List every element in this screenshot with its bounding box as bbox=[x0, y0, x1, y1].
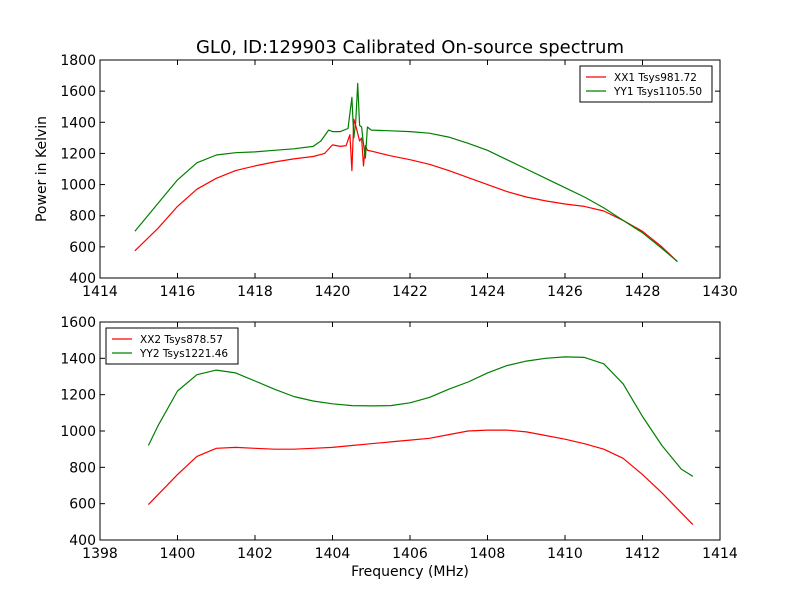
legend-box bbox=[579, 65, 713, 103]
x-tick-label: 1426 bbox=[547, 284, 583, 300]
x-tick-label: 1414 bbox=[702, 546, 738, 562]
bottom-subplot: 1398 1400 1402 1404 1406 1408 1410 1412 1414 400 6… bbox=[60, 315, 738, 562]
y-tick-label: 1200 bbox=[60, 388, 96, 404]
x-tick-label: 1418 bbox=[237, 284, 273, 300]
y-tick-label: 1600 bbox=[60, 84, 96, 100]
legend: XX2 Tsys878.57 YY2 Tsys1221.46 bbox=[105, 327, 239, 365]
y-tick-label: 1000 bbox=[60, 424, 96, 440]
series-line-1 bbox=[147, 356, 694, 477]
x-tick-label: 1408 bbox=[470, 546, 506, 562]
x-tick-label: 1428 bbox=[625, 284, 661, 300]
x-tick-label: 1416 bbox=[160, 284, 196, 300]
legend-label: XX2 Tsys878.57 bbox=[140, 334, 223, 346]
x-tick-label: 1404 bbox=[315, 546, 351, 562]
legend: XX1 Tsys981.72 YY1 Tsys1105.50 bbox=[579, 65, 713, 103]
legend-label: YY2 Tsys1221.46 bbox=[139, 348, 228, 360]
y-tick-label: 1400 bbox=[60, 115, 96, 131]
bottom-x-axis-label: Frequency (MHz) bbox=[351, 564, 469, 580]
x-tick-label: 1400 bbox=[160, 546, 196, 562]
legend-label: YY1 Tsys1105.50 bbox=[613, 86, 702, 98]
series-line-0 bbox=[147, 429, 694, 526]
x-tick-label: 1410 bbox=[547, 546, 583, 562]
top-subplot: 1414 1416 1418 1420 1422 1424 1426 1428 1430 400 6… bbox=[60, 53, 737, 300]
y-tick-label: 1800 bbox=[60, 53, 96, 69]
x-tick-label: 1406 bbox=[392, 546, 428, 562]
x-tick-label: 1422 bbox=[392, 284, 428, 300]
x-tick-label: 1412 bbox=[625, 546, 661, 562]
y-tick-label: 400 bbox=[69, 533, 96, 549]
y-tick-label: 1400 bbox=[60, 351, 96, 367]
x-tick-label: 1430 bbox=[702, 284, 738, 300]
y-tick-label: 1600 bbox=[60, 315, 96, 331]
x-tick-label: 1402 bbox=[237, 546, 273, 562]
x-tick-label: 1398 bbox=[82, 546, 118, 562]
y-tick-label: 400 bbox=[69, 271, 96, 287]
x-tick-label: 1414 bbox=[82, 284, 118, 300]
legend-label: XX1 Tsys981.72 bbox=[614, 72, 697, 84]
x-tick-label: 1424 bbox=[470, 284, 506, 300]
x-tick-label: 1420 bbox=[315, 284, 351, 300]
top-y-axis-label: Power in Kelvin bbox=[34, 116, 50, 222]
y-tick-label: 1000 bbox=[60, 178, 96, 194]
legend-box bbox=[105, 327, 239, 365]
y-tick-label: 800 bbox=[69, 460, 96, 476]
y-tick-label: 600 bbox=[69, 240, 96, 256]
y-tick-label: 1200 bbox=[60, 146, 96, 162]
chart-title: GL0, ID:129903 Calibrated On-source spec… bbox=[196, 37, 624, 58]
y-tick-label: 600 bbox=[69, 497, 96, 513]
series-line-0 bbox=[134, 118, 678, 263]
series-line-1 bbox=[134, 82, 678, 263]
y-tick-label: 800 bbox=[69, 209, 96, 225]
